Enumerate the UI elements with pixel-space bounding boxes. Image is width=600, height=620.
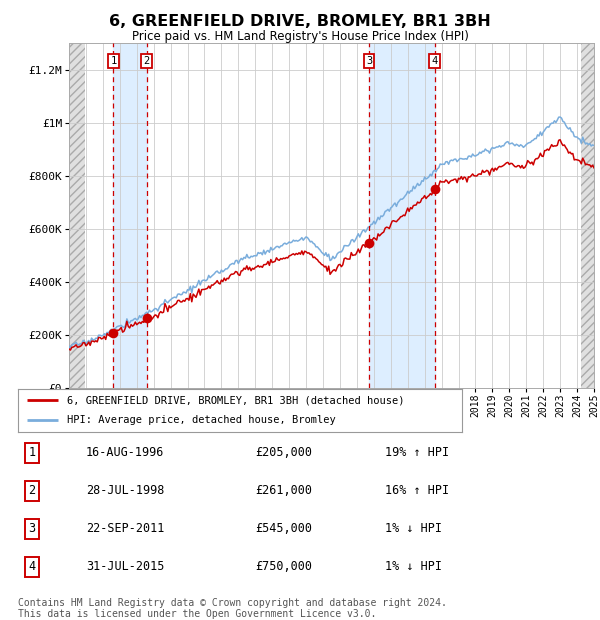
Text: 6, GREENFIELD DRIVE, BROMLEY, BR1 3BH: 6, GREENFIELD DRIVE, BROMLEY, BR1 3BH	[109, 14, 491, 29]
Text: 4: 4	[431, 56, 437, 66]
Text: Price paid vs. HM Land Registry's House Price Index (HPI): Price paid vs. HM Land Registry's House …	[131, 30, 469, 43]
Text: 3: 3	[366, 56, 372, 66]
Text: 2: 2	[143, 56, 150, 66]
Bar	[581, 43, 594, 388]
Text: Contains HM Land Registry data © Crown copyright and database right 2024.
This d: Contains HM Land Registry data © Crown c…	[18, 598, 447, 619]
Text: £750,000: £750,000	[255, 560, 312, 574]
Text: 19% ↑ HPI: 19% ↑ HPI	[385, 446, 449, 459]
Text: 6, GREENFIELD DRIVE, BROMLEY, BR1 3BH (detached house): 6, GREENFIELD DRIVE, BROMLEY, BR1 3BH (d…	[67, 396, 404, 405]
Bar	[113, 43, 146, 388]
Text: 1% ↓ HPI: 1% ↓ HPI	[385, 523, 442, 536]
Text: 4: 4	[29, 560, 35, 574]
Text: 28-JUL-1998: 28-JUL-1998	[86, 484, 164, 497]
Text: £261,000: £261,000	[255, 484, 312, 497]
Text: 2: 2	[29, 484, 35, 497]
Text: HPI: Average price, detached house, Bromley: HPI: Average price, detached house, Brom…	[67, 415, 335, 425]
Text: 1: 1	[29, 446, 35, 459]
Text: 1% ↓ HPI: 1% ↓ HPI	[385, 560, 442, 574]
Text: 1: 1	[110, 56, 116, 66]
Text: 3: 3	[29, 523, 35, 536]
Bar	[369, 43, 434, 388]
Text: £545,000: £545,000	[255, 523, 312, 536]
Text: 16-AUG-1996: 16-AUG-1996	[86, 446, 164, 459]
Text: 16% ↑ HPI: 16% ↑ HPI	[385, 484, 449, 497]
Text: 31-JUL-2015: 31-JUL-2015	[86, 560, 164, 574]
Bar	[69, 43, 85, 388]
Text: 22-SEP-2011: 22-SEP-2011	[86, 523, 164, 536]
Text: £205,000: £205,000	[255, 446, 312, 459]
